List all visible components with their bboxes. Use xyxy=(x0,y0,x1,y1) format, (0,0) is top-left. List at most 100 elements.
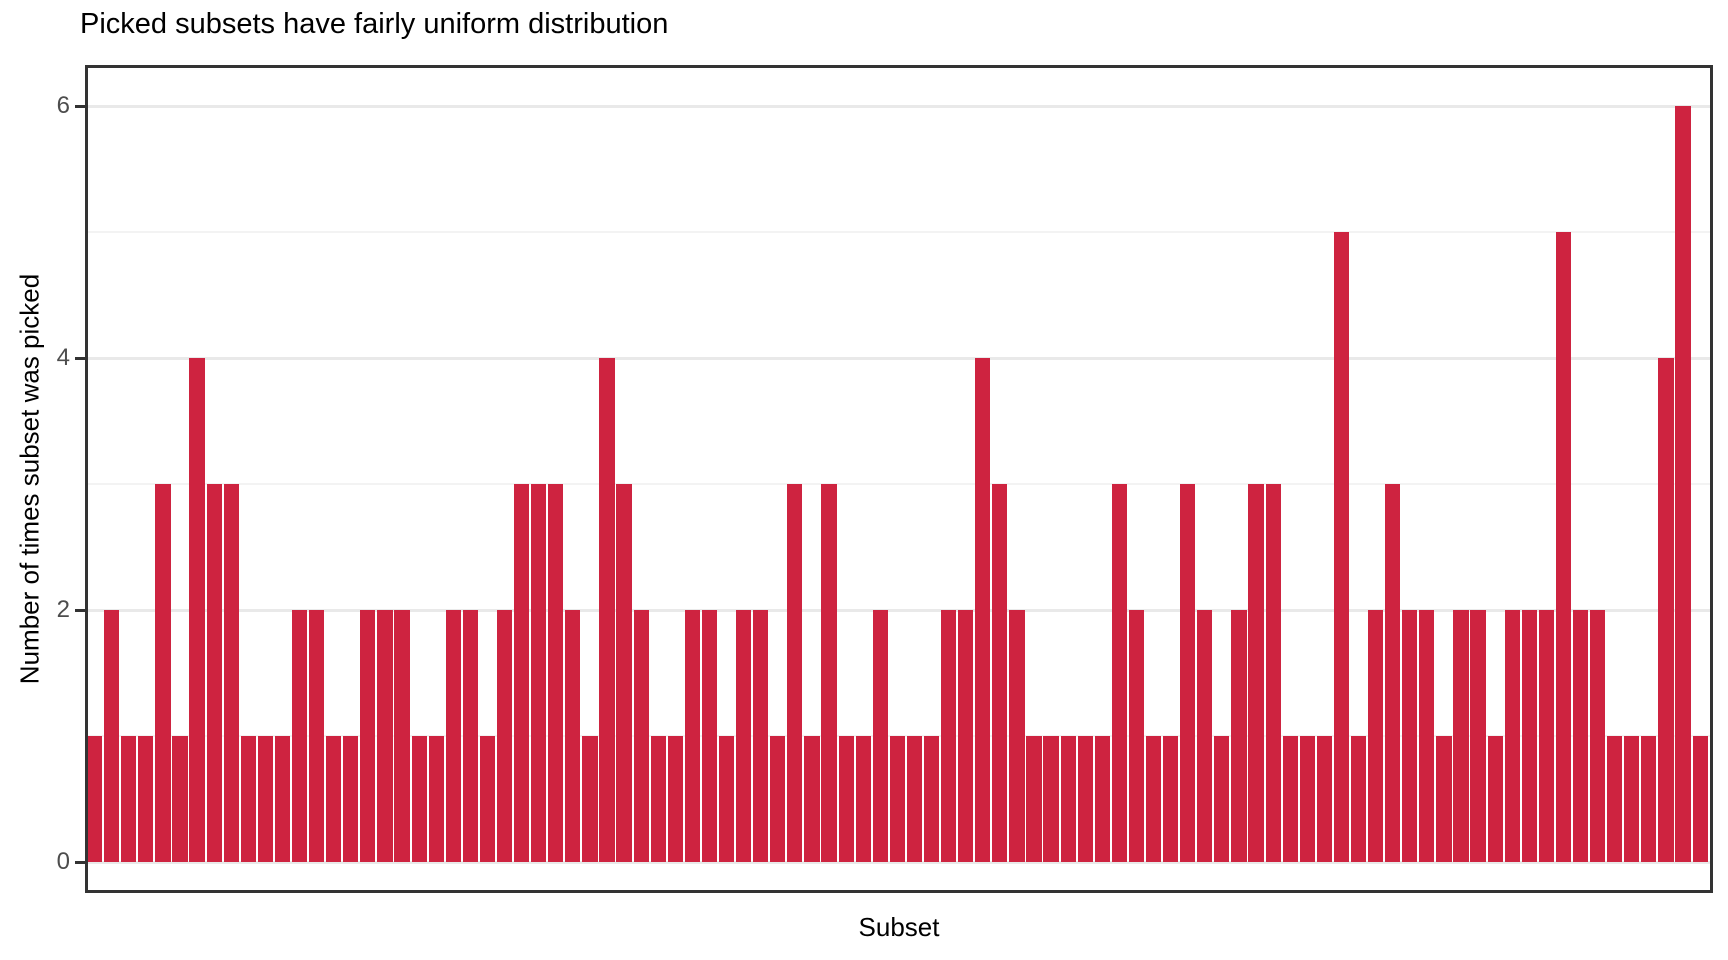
bar xyxy=(394,610,410,862)
bar xyxy=(1128,610,1145,862)
bar xyxy=(616,484,632,862)
bar xyxy=(1419,610,1435,862)
bar xyxy=(770,736,786,862)
bar xyxy=(360,610,376,862)
bar xyxy=(1197,610,1213,862)
bar xyxy=(87,736,103,862)
bar xyxy=(1333,232,1350,862)
bar xyxy=(667,736,683,862)
bar xyxy=(1487,736,1503,862)
bar xyxy=(923,736,940,862)
bar xyxy=(496,610,513,862)
bar xyxy=(787,484,803,862)
y-tick-label: 2 xyxy=(56,596,70,623)
bar xyxy=(1163,736,1179,862)
bar xyxy=(343,736,359,862)
bar xyxy=(1231,610,1247,862)
bar xyxy=(958,610,974,862)
bar xyxy=(223,484,239,862)
bar xyxy=(531,484,547,862)
gridline-major xyxy=(85,105,1713,108)
bar xyxy=(1402,610,1418,862)
x-axis-title: Subset xyxy=(858,912,940,942)
bar xyxy=(274,736,291,862)
bar xyxy=(906,736,923,862)
bar xyxy=(445,610,461,862)
gridline-minor xyxy=(85,483,1713,485)
bar xyxy=(582,736,598,862)
bar xyxy=(1572,610,1589,862)
bar xyxy=(838,736,854,862)
bar xyxy=(821,484,837,862)
bar xyxy=(514,484,530,862)
bar xyxy=(650,736,666,862)
bar xyxy=(1675,106,1691,862)
bar xyxy=(992,484,1008,862)
bar xyxy=(736,610,752,862)
gridline-major xyxy=(85,861,1713,864)
plot-area xyxy=(85,65,1713,893)
bar xyxy=(599,358,615,862)
bar xyxy=(548,484,564,862)
bar xyxy=(189,358,205,862)
bar xyxy=(377,610,393,862)
bar xyxy=(1590,610,1606,862)
bar xyxy=(1658,358,1674,862)
bar xyxy=(1436,736,1452,862)
bar xyxy=(889,736,905,862)
bar xyxy=(1607,736,1623,862)
bar xyxy=(1538,610,1554,862)
bar xyxy=(872,610,888,862)
bar xyxy=(1521,610,1537,862)
y-tick-mark xyxy=(75,357,85,360)
bar xyxy=(684,610,700,862)
bar xyxy=(257,736,273,862)
bar xyxy=(1350,736,1367,862)
bar xyxy=(138,736,154,862)
bar xyxy=(1026,736,1042,862)
bar xyxy=(291,610,308,862)
y-tick-mark xyxy=(75,861,85,864)
bar xyxy=(701,610,718,862)
bar xyxy=(1453,610,1469,862)
bar xyxy=(1214,736,1230,862)
bar xyxy=(975,358,991,862)
bar xyxy=(1111,484,1127,862)
bar xyxy=(1043,736,1059,862)
bar xyxy=(1299,736,1315,862)
bar xyxy=(326,736,342,862)
bar xyxy=(941,610,957,862)
gridline-major xyxy=(85,609,1713,612)
bar xyxy=(428,736,444,862)
bar xyxy=(1180,484,1196,862)
bar xyxy=(1692,736,1708,862)
bar xyxy=(1316,736,1332,862)
bar xyxy=(633,610,649,862)
y-tick-mark xyxy=(75,609,85,612)
bar xyxy=(753,610,769,862)
bar xyxy=(1555,232,1572,862)
bar xyxy=(1009,610,1025,862)
bar xyxy=(1060,736,1076,862)
bar xyxy=(1504,610,1520,862)
chart-title: Picked subsets have fairly uniform distr… xyxy=(80,8,669,40)
bar xyxy=(1248,484,1264,862)
gridline-major xyxy=(85,357,1713,360)
bar xyxy=(1145,736,1162,862)
bar xyxy=(1641,736,1657,862)
bar xyxy=(565,610,581,862)
bar xyxy=(172,736,188,862)
bar xyxy=(1470,610,1486,862)
bar xyxy=(1077,736,1093,862)
bar xyxy=(1385,484,1401,862)
bar xyxy=(855,736,871,862)
bar xyxy=(1624,736,1640,862)
bar xyxy=(155,484,171,862)
bar xyxy=(411,736,427,862)
bar xyxy=(462,610,478,862)
bar xyxy=(240,736,256,862)
y-tick-mark xyxy=(75,105,85,108)
bar xyxy=(1094,736,1110,862)
gridline-minor xyxy=(85,231,1713,233)
